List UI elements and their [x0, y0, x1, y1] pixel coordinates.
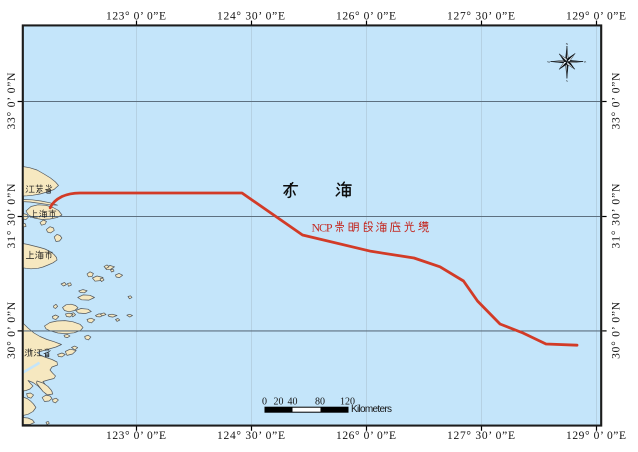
- svg-text:31° 30’ 0”N: 31° 30’ 0”N: [6, 183, 18, 249]
- svg-text:33° 0’ 0”N: 33° 0’ 0”N: [610, 72, 622, 130]
- svg-text:123° 0’ 0”E: 123° 0’ 0”E: [106, 11, 166, 23]
- svg-text:0: 0: [262, 397, 267, 408]
- svg-text:Kilometers: Kilometers: [351, 404, 392, 415]
- svg-text:129° 0’ 0”E: 129° 0’ 0”E: [566, 430, 626, 442]
- svg-text:124° 30’ 0”E: 124° 30’ 0”E: [217, 11, 285, 23]
- svg-text:W: W: [547, 60, 550, 64]
- svg-text:124° 30’ 0”E: 124° 30’ 0”E: [217, 430, 285, 442]
- svg-text:20: 20: [274, 397, 284, 408]
- svg-text:126° 0’ 0”E: 126° 0’ 0”E: [336, 11, 396, 23]
- svg-text:30° 0’ 0”N: 30° 0’ 0”N: [610, 301, 622, 359]
- svg-text:E: E: [584, 60, 586, 64]
- svg-text:30° 0’ 0”N: 30° 0’ 0”N: [6, 301, 18, 359]
- svg-text:120: 120: [340, 397, 355, 408]
- svg-text:S: S: [566, 79, 568, 83]
- svg-text:80: 80: [315, 397, 325, 408]
- svg-text:129° 0’ 0”E: 129° 0’ 0”E: [566, 11, 626, 23]
- svg-text:127° 30’ 0”E: 127° 30’ 0”E: [447, 11, 515, 23]
- svg-text:127° 30’ 0”E: 127° 30’ 0”E: [447, 430, 515, 442]
- svg-text:123° 0’ 0”E: 123° 0’ 0”E: [106, 430, 166, 442]
- svg-text:40: 40: [288, 397, 298, 408]
- svg-text:N: N: [566, 42, 569, 46]
- svg-text:33° 0’ 0”N: 33° 0’ 0”N: [6, 72, 18, 130]
- svg-text:NCP: NCP: [312, 221, 333, 235]
- svg-text:126° 0’ 0”E: 126° 0’ 0”E: [336, 430, 396, 442]
- svg-text:31° 30’ 0”N: 31° 30’ 0”N: [610, 183, 622, 249]
